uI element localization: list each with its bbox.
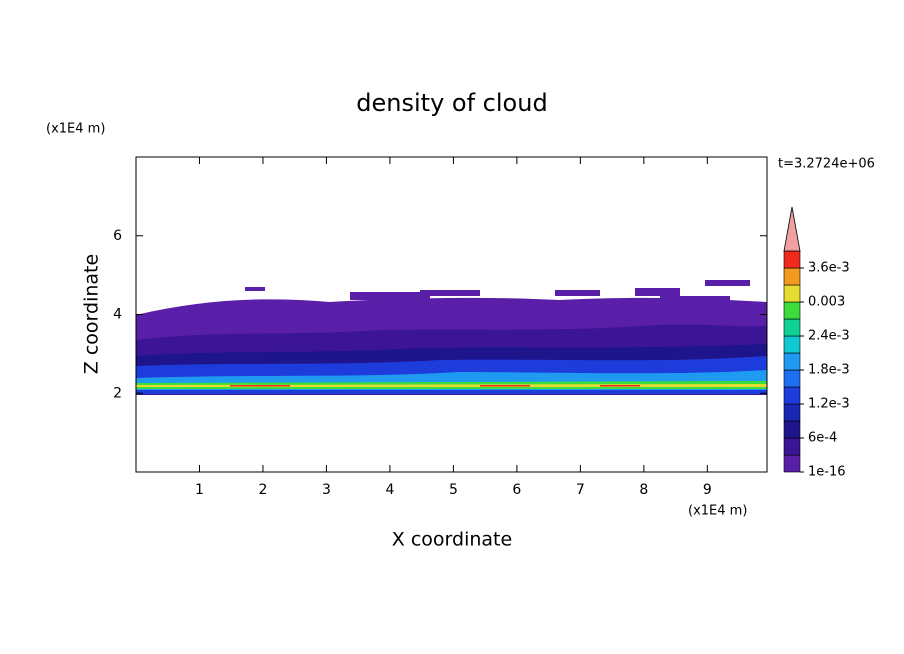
colorbar-label: 1.8e-3 (808, 363, 850, 378)
y-tick-label: 6 (113, 228, 122, 244)
x-tick-label: 9 (703, 482, 712, 498)
contour-patch (245, 280, 750, 302)
colorbar-label: 1e-16 (808, 465, 846, 480)
colorbar-label: 6e-4 (808, 431, 837, 446)
colorbar-label: 3.6e-3 (808, 261, 850, 276)
colorbar-band (783, 301, 801, 320)
contour-layer (136, 391, 767, 394)
colorbar-overflow (783, 206, 801, 252)
x-tick-label: 6 (512, 482, 521, 498)
y-tick-label: 2 (113, 385, 122, 401)
x-axis-label: X coordinate (392, 529, 512, 551)
chart-title: density of cloud (356, 89, 547, 117)
colorbar-band (783, 454, 801, 473)
colorbar-band (783, 352, 801, 371)
colorbar-band (783, 267, 801, 286)
cloud-field (136, 280, 767, 395)
contour-layer (230, 385, 640, 387)
x-unit: (x1E4 m) (688, 504, 747, 519)
colorbar-band (783, 250, 801, 269)
time-annotation: t=3.2724e+06 (778, 157, 875, 172)
y-tick-label: 4 (113, 307, 122, 323)
x-tick-label: 8 (639, 482, 648, 498)
colorbar-band (783, 335, 801, 354)
colorbar-band (783, 284, 801, 303)
x-tick-label: 4 (385, 482, 394, 498)
colorbar-band (783, 420, 801, 439)
colorbar-label: 2.4e-3 (808, 329, 850, 344)
colorbar-band (783, 437, 801, 456)
x-tick-label: 5 (449, 482, 458, 498)
x-tick-label: 2 (259, 482, 268, 498)
colorbar-band (783, 403, 801, 422)
colorbar-band (783, 386, 801, 405)
colorbar-band (783, 318, 801, 337)
colorbar-label: 1.2e-3 (808, 397, 850, 412)
x-tick-label: 1 (195, 482, 204, 498)
x-tick-label: 7 (576, 482, 585, 498)
colorbar-label: 0.003 (808, 295, 845, 310)
x-tick-label: 3 (322, 482, 331, 498)
colorbar-band (783, 369, 801, 388)
y-unit: (x1E4 m) (46, 122, 105, 137)
y-axis-label: Z coordinate (81, 254, 103, 374)
